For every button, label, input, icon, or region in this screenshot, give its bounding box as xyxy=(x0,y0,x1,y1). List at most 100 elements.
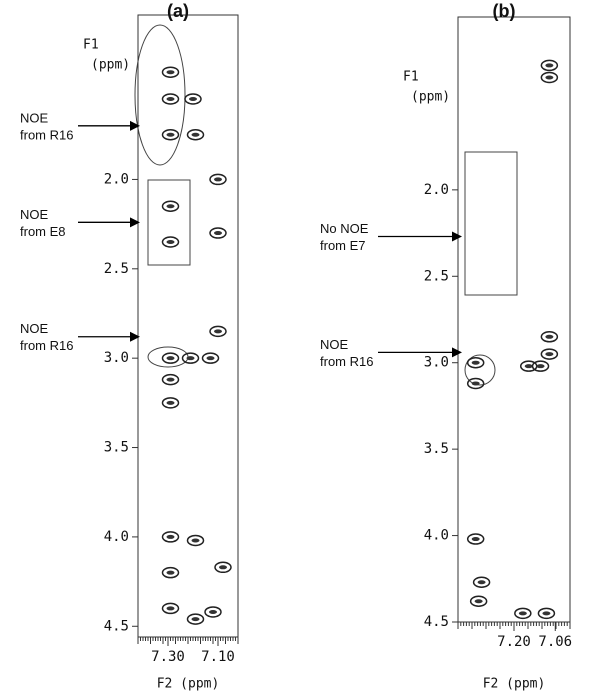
peak xyxy=(214,561,232,574)
arrow-head xyxy=(130,217,140,228)
arrow-head xyxy=(130,120,140,131)
peak xyxy=(184,93,202,105)
plot-frame xyxy=(457,16,571,623)
peak-core xyxy=(545,63,554,68)
highlight xyxy=(134,24,186,166)
peak xyxy=(540,348,559,360)
peak-core xyxy=(191,617,200,622)
peak-core xyxy=(191,132,200,137)
peak-core xyxy=(166,70,175,75)
peak-core xyxy=(214,329,222,334)
y-tick-label: 2.0 xyxy=(104,171,129,187)
peak xyxy=(537,607,556,620)
panel-title: (a) xyxy=(167,1,189,21)
annotation: from R16 xyxy=(20,127,73,142)
arrow-head xyxy=(452,347,462,358)
peak xyxy=(540,71,559,84)
peak-core xyxy=(471,537,480,542)
peak xyxy=(161,397,180,409)
y-tick-label: 3.5 xyxy=(104,440,129,456)
y-axis-label: F1 xyxy=(83,38,99,53)
y-tick-label: 3.0 xyxy=(424,355,449,371)
peak xyxy=(209,173,227,186)
peak xyxy=(466,533,485,545)
annotation: NOE xyxy=(20,207,49,222)
peak xyxy=(540,331,559,343)
peak xyxy=(540,59,559,72)
peak-core xyxy=(214,177,222,182)
peak xyxy=(186,534,205,547)
y-tick-label: 3.0 xyxy=(104,350,129,366)
peak xyxy=(161,129,180,141)
peak xyxy=(161,200,180,212)
annotation: from R16 xyxy=(320,354,373,369)
peak xyxy=(531,360,550,372)
peak xyxy=(514,607,532,620)
peak-core xyxy=(166,239,175,244)
peak-core xyxy=(542,611,551,616)
arrow-head xyxy=(452,231,462,242)
peak-core xyxy=(524,364,533,369)
y-tick-label: 4.5 xyxy=(424,614,449,630)
peak-core xyxy=(518,611,527,616)
x-axis-label: F2 (ppm) xyxy=(483,677,546,692)
arrow-head xyxy=(130,331,140,342)
x-tick-label: 7.30 xyxy=(151,649,185,665)
peak-core xyxy=(166,377,175,382)
peak-core xyxy=(474,599,483,604)
peak xyxy=(161,566,180,579)
peak xyxy=(466,377,485,390)
peak xyxy=(161,352,180,364)
highlight xyxy=(464,354,496,386)
annotation: from E8 xyxy=(20,224,66,239)
y-axis-label: (ppm) xyxy=(91,58,130,73)
peak-core xyxy=(166,606,175,611)
annotation: from E7 xyxy=(320,238,366,253)
peak-core xyxy=(536,364,545,369)
highlight xyxy=(147,179,191,266)
peak-core xyxy=(214,231,222,236)
peak-core xyxy=(545,75,554,80)
peak xyxy=(161,531,180,543)
peak xyxy=(466,356,485,369)
x-tick-label: 7.10 xyxy=(201,649,235,665)
peak xyxy=(209,325,227,338)
y-tick-label: 4.5 xyxy=(104,618,129,634)
peak-core xyxy=(545,334,554,339)
peak xyxy=(472,576,491,588)
peak-core xyxy=(191,538,200,543)
peak-core xyxy=(545,352,554,357)
annotation: from R16 xyxy=(20,338,73,353)
peak xyxy=(161,236,180,248)
peak-core xyxy=(186,356,195,361)
peak-core xyxy=(166,132,175,137)
peak xyxy=(186,613,205,625)
y-tick-label: 2.0 xyxy=(424,182,449,198)
peak xyxy=(209,227,227,239)
peak xyxy=(161,93,180,105)
peak xyxy=(201,352,220,364)
peak xyxy=(161,66,180,78)
annotation: NOE xyxy=(20,110,49,125)
y-tick-label: 2.5 xyxy=(424,268,449,284)
peak xyxy=(161,373,180,386)
peak xyxy=(186,129,205,141)
peak-core xyxy=(166,400,175,405)
x-tick-label: 7.20 xyxy=(497,634,531,650)
peak xyxy=(469,595,488,608)
plot-frame xyxy=(137,14,239,638)
peak xyxy=(204,606,222,618)
y-axis-label: F1 xyxy=(403,70,419,85)
peak-core xyxy=(477,580,486,585)
peak-core xyxy=(471,360,480,365)
peak-core xyxy=(166,97,175,102)
peak-core xyxy=(166,356,175,361)
peak-core xyxy=(471,381,480,386)
y-tick-label: 4.0 xyxy=(104,529,129,545)
peak-core xyxy=(209,609,217,614)
peak-core xyxy=(166,204,175,209)
annotation: No NOE xyxy=(320,221,369,236)
panel-title: (b) xyxy=(493,1,516,21)
y-axis-label: (ppm) xyxy=(411,90,450,105)
